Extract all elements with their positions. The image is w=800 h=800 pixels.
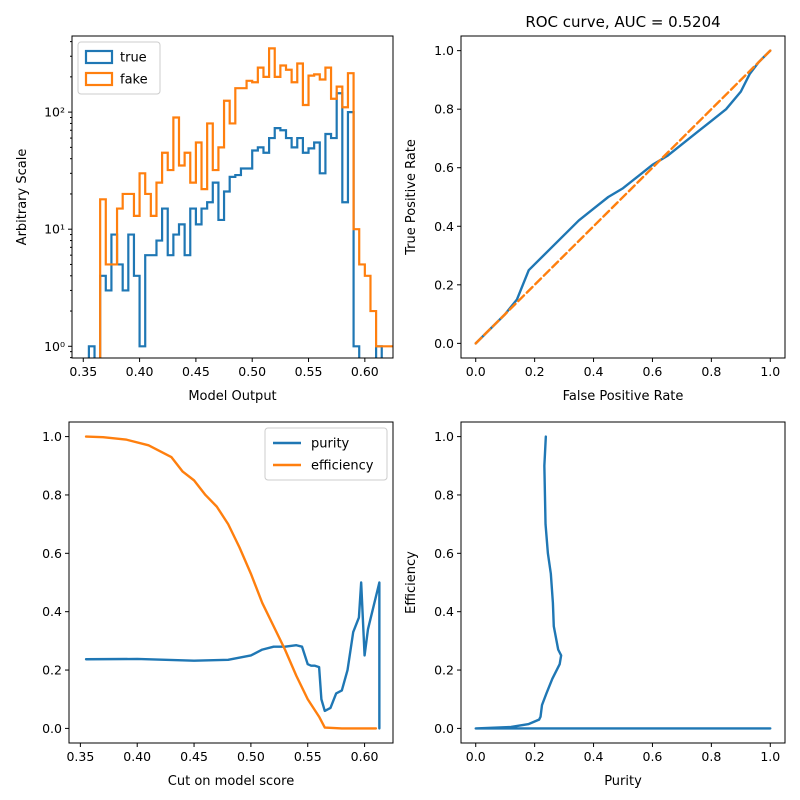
- hist-series-true: [87, 92, 383, 358]
- x-tick-label: 0.40: [126, 364, 154, 379]
- x-tick-label: 0.8: [701, 749, 721, 764]
- y-tick-label: 10²: [44, 105, 65, 120]
- plot-area-roc: [474, 49, 772, 345]
- legend-label-efficiency: efficiency: [311, 459, 374, 474]
- x-tick-label: 1.0: [760, 364, 780, 379]
- x-tick-label: 0.0: [466, 364, 486, 379]
- pe-series-0: [474, 435, 772, 730]
- x-tick-label: 0.35: [69, 364, 97, 379]
- y-tick-label: 0.0: [434, 336, 454, 351]
- axes-frame-hist: [71, 35, 394, 359]
- y-axis-label-hist: Arbitrary Scale: [15, 149, 30, 246]
- legend-box: [264, 427, 388, 481]
- axes-frame-cut: [68, 421, 394, 744]
- legend-label-true: true: [120, 51, 147, 66]
- y-tick-label: 1.0: [434, 43, 454, 58]
- x-tick-label: 0.4: [584, 749, 604, 764]
- y-tick-label: 0.2: [434, 663, 454, 678]
- legend-swatch-fake: [84, 71, 114, 87]
- x-tick-label: 0.55: [294, 749, 322, 764]
- plot-area-pe: [474, 435, 772, 730]
- chart-hist: 0.35 0.40 0.45 0.50 0.55 0.60 10⁰ 10¹ 10² Model O…: [15, 35, 394, 404]
- axes-frame-roc: [460, 35, 786, 359]
- y-tick-label: 0.4: [434, 604, 454, 619]
- y-tick-label: 0.0: [434, 721, 454, 736]
- x-tick-label: 0.8: [701, 364, 721, 379]
- y-tick-label: 10⁰: [44, 339, 65, 354]
- cut-series-efficiency: [84, 435, 378, 730]
- y-tick-label: 0.6: [434, 546, 454, 561]
- x-tick-label: 0.6: [643, 749, 663, 764]
- plot-area-cut: [84, 435, 381, 730]
- y-tick-label: 0.4: [434, 219, 454, 234]
- x-axis-label-roc: False Positive Rate: [563, 389, 684, 404]
- chart-cut: 0.35 0.40 0.45 0.50 0.55 0.60 0.0 0.2 0.4 0.6 0.8 1…: [42, 421, 394, 789]
- y-tick-label: 0.8: [434, 102, 454, 117]
- x-tick-label: 0.0: [466, 749, 486, 764]
- chart-title-roc: ROC curve, AUC = 0.5204: [525, 13, 720, 31]
- y-tick-label: 0.0: [42, 721, 62, 736]
- x-axis-label-hist: Model Output: [188, 389, 276, 404]
- x-tick-label: 0.2: [525, 749, 545, 764]
- cut-series-purity: [84, 581, 381, 730]
- hist-series-fake: [99, 47, 393, 358]
- chart-pe: 0.0 0.2 0.4 0.6 0.8 1.0 0.0 0.2 0.4 0.6 0.8 1.0 Puri…: [404, 421, 786, 789]
- y-tick-label: 0.2: [434, 277, 454, 292]
- y-tick-label: 0.8: [42, 487, 62, 502]
- legend-box: [77, 41, 161, 95]
- x-tick-label: 0.45: [182, 364, 210, 379]
- legend-swatch-true: [84, 49, 114, 65]
- y-tick-label: 0.6: [42, 546, 62, 561]
- x-tick-label: 0.2: [525, 364, 545, 379]
- x-tick-label: 0.60: [351, 749, 379, 764]
- y-tick-label: 0.6: [434, 160, 454, 175]
- axes-frame-pe: [460, 421, 786, 744]
- x-axis-label-cut: Cut on model score: [168, 774, 294, 789]
- x-tick-label: 0.50: [238, 364, 266, 379]
- x-tick-label: 0.40: [123, 749, 151, 764]
- y-tick-label: 0.4: [42, 604, 62, 619]
- x-tick-label: 0.35: [66, 749, 94, 764]
- y-tick-label: 0.2: [42, 663, 62, 678]
- y-tick-label: 1.0: [434, 429, 454, 444]
- legend-hist: true fake: [77, 41, 161, 95]
- chart-roc: 0.0 0.2 0.4 0.6 0.8 1.0 0.0 0.2 0.4 0.6 0.8 1.0 Fals…: [404, 13, 786, 404]
- legend-label-purity: purity: [311, 437, 350, 452]
- x-axis-label-pe: Purity: [604, 774, 642, 789]
- plot-area-hist: [87, 47, 393, 358]
- legend-cut: purity efficiency: [264, 427, 388, 481]
- y-tick-label: 10¹: [44, 222, 65, 237]
- y-tick-label: 0.8: [434, 487, 454, 502]
- roc-series-0: [474, 49, 772, 345]
- roc-series-1: [474, 49, 772, 345]
- y-axis-label-roc: True Positive Rate: [404, 139, 419, 256]
- x-tick-label: 0.6: [643, 364, 663, 379]
- x-tick-label: 1.0: [760, 749, 780, 764]
- legend-label-fake: fake: [120, 73, 148, 88]
- x-tick-label: 0.50: [237, 749, 265, 764]
- y-axis-label-pe: Efficiency: [404, 551, 419, 614]
- y-tick-label: 1.0: [42, 429, 62, 444]
- x-tick-label: 0.45: [180, 749, 208, 764]
- x-tick-label: 0.4: [584, 364, 604, 379]
- x-tick-label: 0.55: [295, 364, 323, 379]
- x-tick-label: 0.60: [351, 364, 379, 379]
